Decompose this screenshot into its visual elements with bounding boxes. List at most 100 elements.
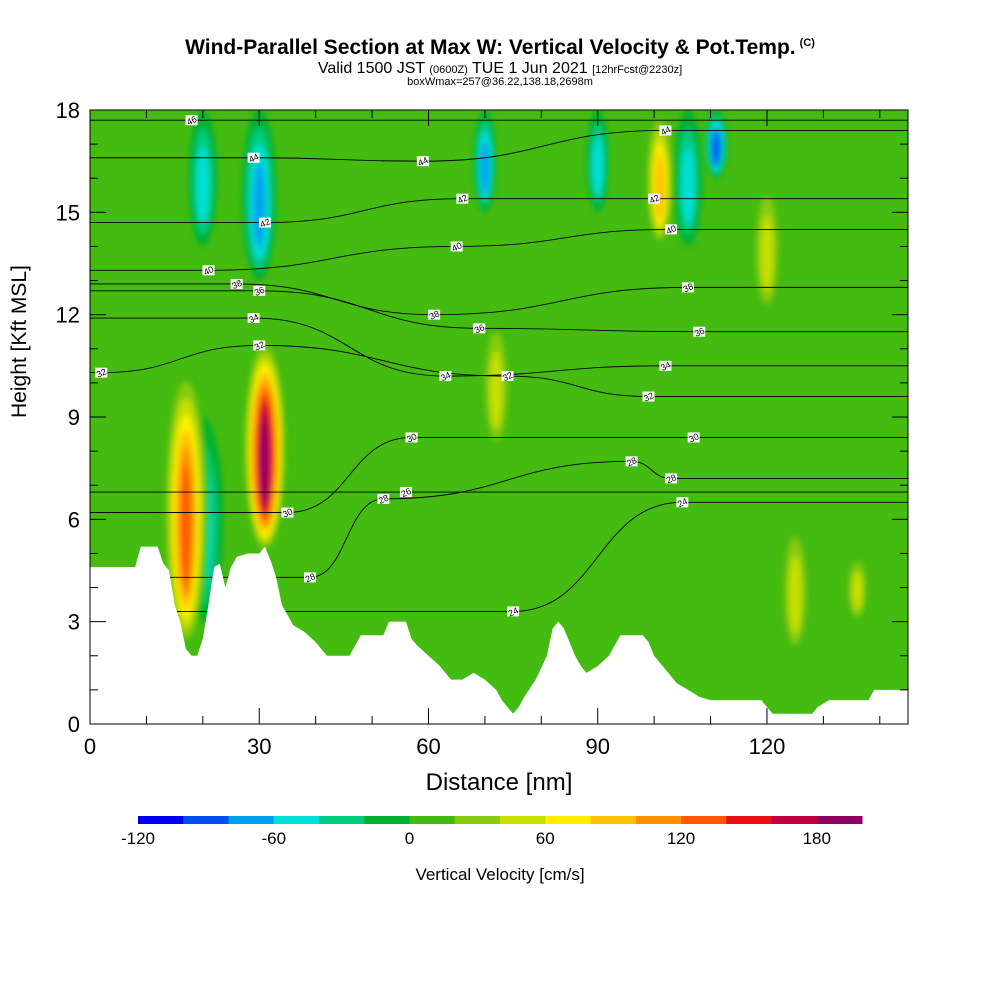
contour-label-bg (693, 326, 706, 337)
colorbar-swatch (590, 816, 637, 824)
contour-label: 38 (428, 308, 441, 321)
colorbar: -120 -60 0 60 120 180 Vertical Velocity [cm/s] (121, 816, 863, 884)
contour-label-bg (416, 156, 429, 167)
contour-label: 30 (405, 431, 418, 444)
contour-label-bg (681, 282, 694, 293)
updraft-5 (780, 519, 810, 656)
colorbar-swatch (726, 816, 772, 824)
contour-label-bg (428, 309, 441, 320)
updraft-4 (752, 178, 782, 315)
contour-label-bg (507, 606, 520, 617)
colorbar-swatch (183, 816, 229, 824)
downdraft-5 (673, 110, 703, 247)
contour-label: 44 (416, 155, 429, 168)
y-tick-label: 3 (68, 610, 80, 635)
contour-label: 36 (693, 326, 706, 339)
updraft-level (789, 555, 802, 634)
terrain-mask (90, 546, 908, 724)
colorbar-swatch (273, 816, 320, 824)
updraft-level (655, 153, 665, 220)
y-tick-label: 12 (56, 303, 80, 328)
contour-label-bg (676, 497, 689, 508)
contour-label: 32 (95, 366, 108, 379)
contour-label: 28 (625, 455, 638, 468)
contour-label-bg (659, 360, 672, 371)
updraft-level (760, 214, 774, 292)
contour-label-bg (687, 432, 700, 443)
contour-label-bg (281, 507, 294, 518)
contour-label-bg (247, 152, 260, 163)
x-tick-label: 120 (749, 734, 786, 759)
updraft-1 (243, 338, 287, 554)
contour-label: 28 (665, 472, 678, 485)
contour-label: 42 (258, 216, 271, 229)
colorbar-tick-label: 180 (803, 829, 831, 848)
y-tick-label: 9 (68, 405, 80, 430)
updraft-level (852, 571, 863, 611)
theta-contour-32 (90, 344, 908, 397)
contour-label-bg (501, 371, 514, 382)
contour-label: 38 (230, 278, 243, 291)
contour-label: 40 (202, 264, 215, 277)
colorbar-label: Vertical Velocity [cm/s] (415, 865, 584, 884)
chart-subtitle: Valid 1500 JST (0600Z) TUE 1 Jun 2021 [1… (317, 60, 683, 77)
x-tick-label: 30 (247, 734, 271, 759)
colorbar-swatch (454, 816, 501, 824)
colorbar-swatch (500, 816, 546, 824)
contour-labels: 46 44 44 44 42 42 42 40 40 40 38 38 38 36 36 36 34 34 34 32… (95, 114, 706, 618)
contour-label: 24 (507, 605, 520, 618)
colorbar-swatch (635, 816, 682, 824)
x-axis-label: Distance [nm] (426, 769, 573, 796)
contour-label: 26 (399, 486, 412, 499)
x-tick-label: 90 (585, 734, 609, 759)
downdraft-level (592, 137, 603, 196)
downdraft-3 (473, 110, 497, 213)
downdraft-1 (188, 110, 218, 247)
downdraft-level (253, 161, 266, 249)
contour-label: 42 (648, 192, 661, 205)
downdraft-level (712, 131, 720, 165)
contour-label-bg (648, 193, 661, 204)
y-tick-label: 18 (56, 98, 80, 123)
contour-label-bg (247, 313, 260, 324)
contour-label-bg (450, 241, 463, 252)
chart-subtitle-location: boxWmax=257@36.22,138.18,2698m (407, 76, 593, 88)
colorbar-swatch (816, 816, 863, 824)
x-tick-label: 60 (416, 734, 440, 759)
contour-label: 34 (659, 360, 672, 373)
contour-label: 40 (665, 223, 678, 236)
y-tick-label: 15 (56, 200, 80, 225)
contour-label-bg (253, 340, 266, 351)
theta-contour-44 (90, 130, 908, 162)
contour-label-bg (456, 193, 469, 204)
colorbar-tick-label: -60 (261, 829, 286, 848)
contour-label-bg (253, 285, 266, 296)
theta-contour-38 (90, 283, 908, 316)
colorbar-swatch (681, 816, 727, 824)
downdraft-2 (241, 110, 277, 281)
contour-label-bg (642, 391, 655, 402)
contour-label-bg (230, 278, 243, 289)
colorbar-swatch (771, 816, 818, 824)
contour-label-bg (439, 371, 452, 382)
contour-label: 42 (456, 192, 469, 205)
colorbar-swatch (409, 816, 456, 824)
contour-label: 28 (304, 571, 317, 584)
contour-label: 30 (687, 431, 700, 444)
updraft-level (260, 415, 269, 506)
updraft-level (490, 351, 503, 429)
contour-label: 32 (501, 370, 514, 383)
contour-label: 46 (185, 114, 198, 127)
updraft-6 (846, 553, 869, 622)
contour-label: 24 (676, 496, 689, 509)
contour-label-bg (665, 473, 678, 484)
updraft-3 (645, 110, 675, 247)
theta-contour-34 (90, 317, 908, 377)
contour-label-bg (258, 217, 271, 228)
y-tick-label: 0 (68, 712, 80, 737)
colorbar-swatch (138, 816, 184, 824)
colorbar-tick-label: 120 (667, 829, 695, 848)
contour-label: 40 (450, 240, 463, 253)
